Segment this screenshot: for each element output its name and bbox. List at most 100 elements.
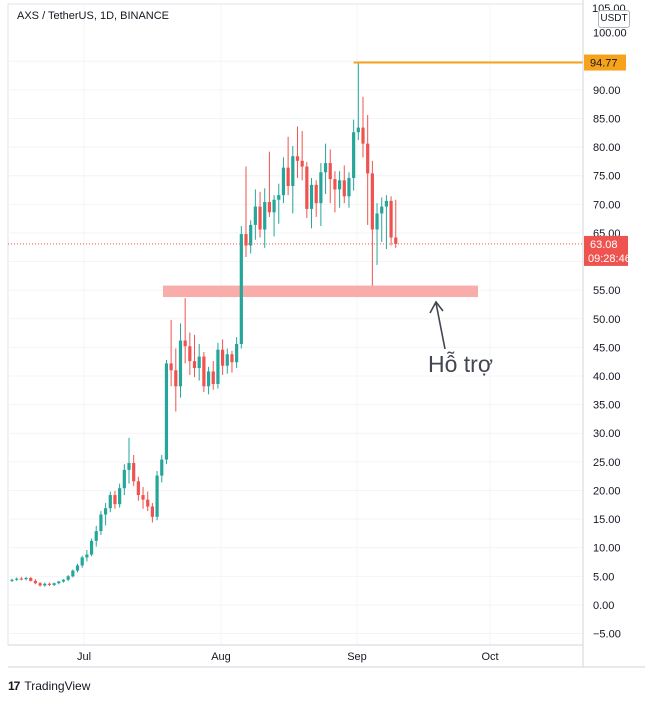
candle-body [132,463,136,482]
candle [160,454,164,483]
candle [19,576,23,581]
candle [141,487,145,509]
candle [122,464,126,496]
candle-body [272,199,276,213]
time-axis: Jul Aug Sep Oct [8,644,645,668]
candle-body [314,184,318,204]
candle-body [94,531,98,541]
support-annotation-arrow [429,300,446,350]
candle [80,555,84,568]
support-zone [163,285,478,298]
candle [272,195,276,237]
candle [295,126,300,178]
y-tick-label: 45.00 [593,342,621,354]
candle-body [249,224,253,246]
support-zone-layer [163,285,478,298]
candle [309,177,314,229]
candle-body [108,495,112,509]
candle-body [342,180,346,197]
candle [305,161,309,219]
candle-body [323,163,328,173]
candle [267,151,271,217]
candle [258,191,262,238]
candle [253,189,257,240]
candle [225,348,229,374]
candle [197,343,201,381]
candle-body [178,340,183,387]
candle-body [169,363,173,371]
candle-body [286,167,290,186]
candle-body [352,132,356,178]
tradingview-branding[interactable]: 17 TradingView [8,676,90,696]
candle-body [235,343,239,363]
y-tick-label: 15.00 [593,514,621,526]
y-tick-label: 25.00 [593,457,621,469]
candle-body [333,179,337,190]
y-tick-label: 10.00 [593,543,621,555]
candle-body [216,349,220,385]
candle-body [230,354,234,363]
candle [314,180,318,217]
candle-body [188,346,192,362]
y-tick-label: 35.00 [593,400,621,412]
candle-body [192,361,197,368]
y-tick-label: 70.00 [593,199,621,211]
candle-body [155,475,159,517]
candle [136,476,140,501]
candle-body [141,495,145,500]
candle-body [136,481,140,496]
candle [127,437,131,484]
resistance-price-tag [584,54,626,71]
candle [394,199,398,248]
candle-body [328,163,332,180]
candle-body [356,127,360,133]
candle [319,163,323,227]
x-tick-label: Aug [211,651,231,663]
candle-body [202,356,206,387]
chart-grid [7,3,584,646]
candle [94,525,98,547]
candle-body [85,554,89,558]
candle [384,195,388,249]
candle [263,188,267,248]
candle-body [338,180,342,190]
candle-body [319,172,323,204]
candle [188,332,192,375]
candle-body [206,371,211,387]
candles-layer [10,62,398,587]
candle-body [160,459,164,476]
candle [169,319,173,387]
y-tick-label: 40.00 [593,371,621,383]
candle-body [263,202,267,230]
candle [206,366,211,395]
candle-body [127,463,131,470]
last-price-label: 63.08 [590,239,618,251]
candle-body [146,499,150,507]
plot-frame [7,3,584,646]
candle-body [38,583,42,586]
y-tick-label: 80.00 [593,142,621,154]
candle [75,563,80,573]
candle [286,136,290,196]
candle [43,582,47,587]
candle-body [122,469,126,489]
candle-body [389,200,393,238]
candle [155,471,159,521]
candle-body [174,370,178,387]
candle [66,575,70,581]
candle [29,576,33,582]
candle-body [277,195,281,200]
candle [291,145,295,214]
candle [361,96,365,158]
candle-body [183,340,187,347]
candle [281,157,286,204]
candle [375,203,379,265]
y-tick-label: 75.00 [593,171,621,183]
currency-button[interactable]: USDT [598,10,630,28]
candle-body [89,540,94,555]
candle-body [361,127,365,144]
countdown-label: 09:28:46 [588,253,631,265]
candle [85,549,89,562]
candle-body [47,583,52,585]
